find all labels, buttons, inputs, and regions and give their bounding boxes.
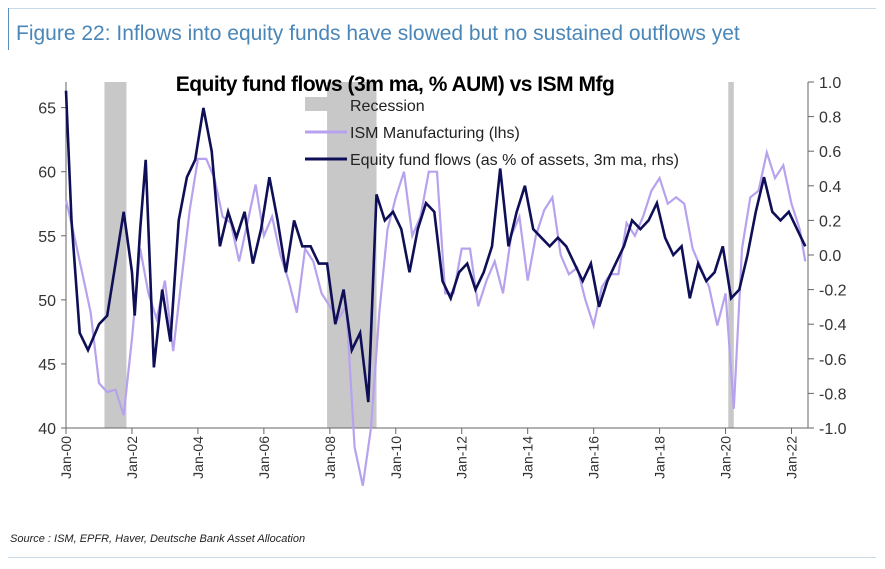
x-tick-label: Jan-22	[784, 436, 800, 479]
y-right-tick-label: 0.4	[819, 179, 841, 196]
y-right-tick-label: 0.8	[819, 110, 841, 127]
y-right-tick-label: 0.6	[819, 144, 841, 161]
y-left-tick-label: 40	[38, 421, 56, 438]
y-left-tick-label: 50	[38, 293, 56, 310]
source-note: Source : ISM, EPFR, Haver, Deutsche Bank…	[10, 533, 306, 545]
frame-left-rule	[8, 8, 9, 50]
y-left-tick-label: 55	[38, 229, 56, 246]
chart-title: Equity fund flows (3m ma, % AUM) vs ISM …	[175, 73, 615, 96]
legend-label-flows: Equity fund flows (as % of assets, 3m ma…	[350, 152, 679, 169]
frame-bottom-rule	[8, 557, 876, 558]
x-tick-label: Jan-00	[58, 436, 74, 479]
recession-band-1	[104, 82, 127, 428]
recession-band-3	[728, 82, 734, 428]
x-tick-label: Jan-02	[124, 436, 140, 479]
frame-top-rule	[8, 8, 876, 9]
series-ism-manufacturing	[64, 148, 807, 486]
y-left-tick-label: 45	[38, 357, 56, 374]
x-tick-label: Jan-08	[322, 436, 338, 479]
y-right-tick-label: -0.2	[819, 283, 847, 300]
legend-swatch-recession	[305, 97, 341, 111]
y-right-tick-label: -0.4	[819, 317, 847, 334]
x-tick-label: Jan-16	[586, 436, 602, 479]
x-tick-label: Jan-14	[520, 436, 536, 479]
y-left-tick-label: 65	[38, 101, 56, 118]
legend-label-recession: Recession	[350, 98, 425, 115]
y-right-tick-label: 1.0	[819, 75, 841, 92]
legend-label-ism: ISM Manufacturing (lhs)	[350, 125, 520, 142]
y-right-tick-label: -0.6	[819, 352, 847, 369]
x-tick-label: Jan-10	[388, 436, 404, 479]
series-equity-fund-flows	[64, 90, 807, 403]
y-right-tick-label: 0.2	[819, 213, 841, 230]
x-tick-label: Jan-06	[256, 436, 272, 479]
y-right-tick-label: 0.0	[819, 248, 841, 265]
x-tick-label: Jan-12	[454, 436, 470, 479]
y-right-tick-label: -1.0	[819, 421, 847, 438]
x-tick-label: Jan-04	[190, 436, 206, 479]
y-left-tick-label: 60	[38, 165, 56, 182]
x-tick-label: Jan-20	[718, 436, 734, 479]
x-tick-label: Jan-18	[652, 436, 668, 479]
y-right-tick-label: -0.8	[819, 386, 847, 403]
figure-title: Figure 22: Inflows into equity funds hav…	[16, 22, 740, 45]
